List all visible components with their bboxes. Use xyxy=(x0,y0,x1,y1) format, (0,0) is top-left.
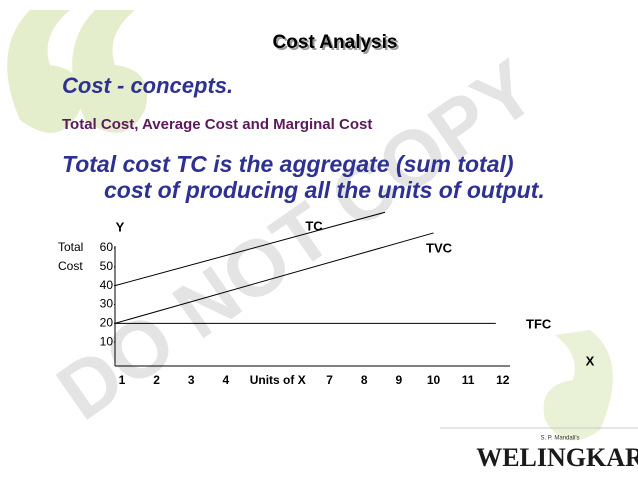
y-tick-label: 40 xyxy=(100,278,114,292)
heading: Cost - concepts. xyxy=(62,73,233,98)
x-tick-label: 1 xyxy=(119,373,126,387)
series-name: TVC xyxy=(426,240,453,255)
x-tick-label: 10 xyxy=(427,373,441,387)
logo: WELINGKAR xyxy=(476,443,638,472)
x-tick-label: 3 xyxy=(188,373,195,387)
series-line xyxy=(114,211,386,287)
x-tick-label: 8 xyxy=(361,373,368,387)
y-label: Total xyxy=(58,240,83,254)
x-label: Units of X xyxy=(250,373,306,387)
y-tick-label: 30 xyxy=(100,297,114,311)
y-tick-label: 10 xyxy=(100,334,114,348)
y-label: Cost xyxy=(58,259,83,273)
x-axis-name: X xyxy=(586,353,595,368)
y-tick-label: 20 xyxy=(100,316,114,330)
series-name: TFC xyxy=(526,316,552,331)
subheading: Total Cost, Average Cost and Marginal Co… xyxy=(62,116,372,133)
x-tick-label: 12 xyxy=(496,373,510,387)
title-shadow: Cost Analysis xyxy=(275,34,400,55)
y-axis-name: Y xyxy=(116,219,125,234)
title: Cost Analysis xyxy=(273,32,398,53)
statement-line: cost of producing all the units of outpu… xyxy=(104,177,545,203)
y-tick-label: 50 xyxy=(100,259,114,273)
decor xyxy=(7,10,613,441)
x-tick-label: 7 xyxy=(326,373,333,387)
x-tick-label: 2 xyxy=(153,373,160,387)
x-tick-label: 4 xyxy=(222,373,229,387)
series-line xyxy=(114,232,434,324)
y-tick-label: 60 xyxy=(100,240,114,254)
logo-caption: S. P. Mandali's xyxy=(540,436,579,442)
x-tick-label: 11 xyxy=(462,373,475,387)
statement-line: Total cost TC is the aggregate (sum tota… xyxy=(62,151,514,177)
series-name: TC xyxy=(305,218,323,233)
x-tick-label: 9 xyxy=(396,373,403,387)
